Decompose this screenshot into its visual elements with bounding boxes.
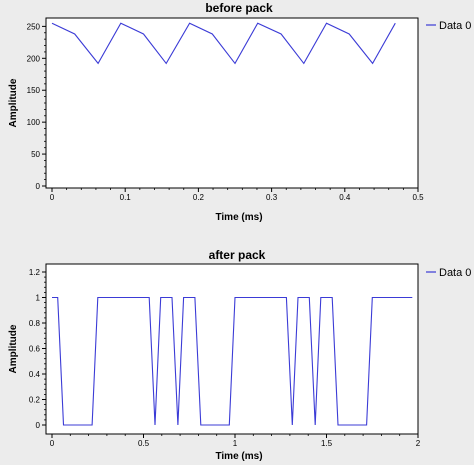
y-tick-label: 1.2: [29, 268, 41, 277]
x-axis-label: Time (ms): [215, 451, 262, 462]
chart-after-pack: after pack Time (ms) Amplitude 0 0.5 1 1.5 2…: [8, 248, 471, 462]
y-tick-label: 0: [36, 421, 41, 430]
y-tick-label: 1: [36, 294, 41, 303]
x-ticks: 0 0.1 0.2 0.3 0.4 0.5: [50, 188, 424, 202]
y-tick-label: 0.2: [29, 396, 41, 405]
x-tick-label: 0.5: [138, 439, 150, 448]
series-line: [52, 296, 413, 426]
legend: Data 0: [426, 20, 471, 32]
x-tick-label: 0.4: [339, 193, 351, 202]
y-tick-label: 200: [27, 54, 41, 63]
y-ticks: 0 50 100 150 200 250: [27, 22, 46, 191]
chart-title: before pack: [205, 1, 273, 15]
legend-label: Data 0: [439, 267, 471, 279]
y-tick-label: 100: [27, 118, 41, 127]
x-tick-label: 0.5: [412, 193, 424, 202]
x-tick-label: 1: [233, 439, 238, 448]
x-tick-label: 0: [50, 439, 55, 448]
chart-before-pack: before pack Time (ms) Amplitude 0 0.1 0.2 0…: [8, 1, 471, 223]
x-tick-label: 0.2: [193, 193, 205, 202]
y-tick-label: 0.6: [29, 345, 41, 354]
chart-title: after pack: [209, 248, 266, 262]
x-tick-label: 0.1: [120, 193, 132, 202]
legend: Data 0: [426, 267, 471, 279]
y-tick-label: 0.4: [29, 370, 41, 379]
plot-area: [45, 263, 419, 435]
series-line: [51, 22, 396, 65]
data-lines: [51, 22, 396, 65]
y-ticks: 0 0.2 0.4 0.6 0.8 1 1.2: [29, 268, 46, 430]
y-tick-label: 0.8: [29, 319, 41, 328]
x-ticks: 0 0.5 1 1.5 2: [50, 434, 421, 448]
x-axis-label: Time (ms): [215, 212, 262, 223]
x-tick-label: 1.5: [321, 439, 333, 448]
y-tick-label: 150: [27, 86, 41, 95]
data-lines: [51, 296, 413, 426]
y-axis-label: Amplitude: [8, 78, 19, 127]
x-tick-label: 0: [50, 193, 55, 202]
y-tick-label: 250: [27, 22, 41, 31]
plot-area: [45, 17, 419, 189]
y-axis-label: Amplitude: [8, 324, 19, 373]
x-tick-label: 2: [416, 439, 421, 448]
x-tick-label: 0.3: [266, 193, 278, 202]
y-tick-label: 0: [36, 182, 41, 191]
y-tick-label: 50: [31, 150, 40, 159]
legend-label: Data 0: [439, 20, 471, 32]
